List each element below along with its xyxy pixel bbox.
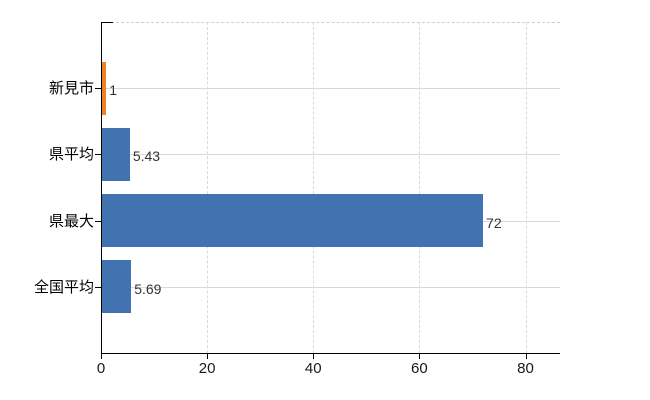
category-label: 県平均 [48, 146, 94, 164]
bar-新見市 [101, 61, 106, 115]
x-axis-tick-label: 20 [198, 360, 216, 377]
x-axis-tick-label: 60 [411, 360, 428, 377]
gridline-horizontal [101, 154, 560, 156]
bar-value-label: 5.69 [134, 280, 162, 297]
y-axis-top-cap [101, 22, 113, 23]
plot-area: 1 5.43 72 5.69 [101, 22, 560, 353]
x-axis-tick-label: 80 [517, 360, 534, 377]
x-axis-tick-label: 40 [304, 360, 322, 377]
gridline-vertical [313, 22, 315, 353]
gridline-vertical [419, 22, 421, 353]
bar-県最大 [101, 194, 483, 248]
gridline-vertical [525, 22, 527, 353]
bar-全国平均 [101, 260, 131, 314]
category-label: 新見市 [48, 80, 94, 98]
category-label: 全国平均 [33, 278, 94, 296]
bar-value-label: 72 [486, 214, 502, 231]
bar-value-label: 1 [109, 82, 118, 99]
y-axis-tick [95, 287, 101, 288]
gridline-horizontal [101, 88, 560, 90]
bar-県平均 [101, 127, 130, 181]
x-axis-tick [207, 353, 208, 359]
x-axis-tick-label: 0 [96, 360, 106, 377]
y-axis-tick [95, 88, 101, 89]
y-axis-line [101, 22, 102, 353]
gridline-horizontal [101, 286, 560, 288]
bar-value-label: 5.43 [132, 148, 161, 165]
x-axis-tick [419, 353, 420, 359]
x-axis-tick [101, 353, 102, 359]
x-axis-tick [526, 353, 527, 359]
y-axis-tick [95, 154, 101, 155]
x-axis-line [101, 353, 560, 354]
plot-top-border [101, 22, 560, 23]
x-axis-tick [313, 353, 314, 359]
y-axis-tick [95, 221, 101, 222]
gridline-vertical [207, 22, 209, 353]
category-label: 県最大 [48, 212, 94, 230]
